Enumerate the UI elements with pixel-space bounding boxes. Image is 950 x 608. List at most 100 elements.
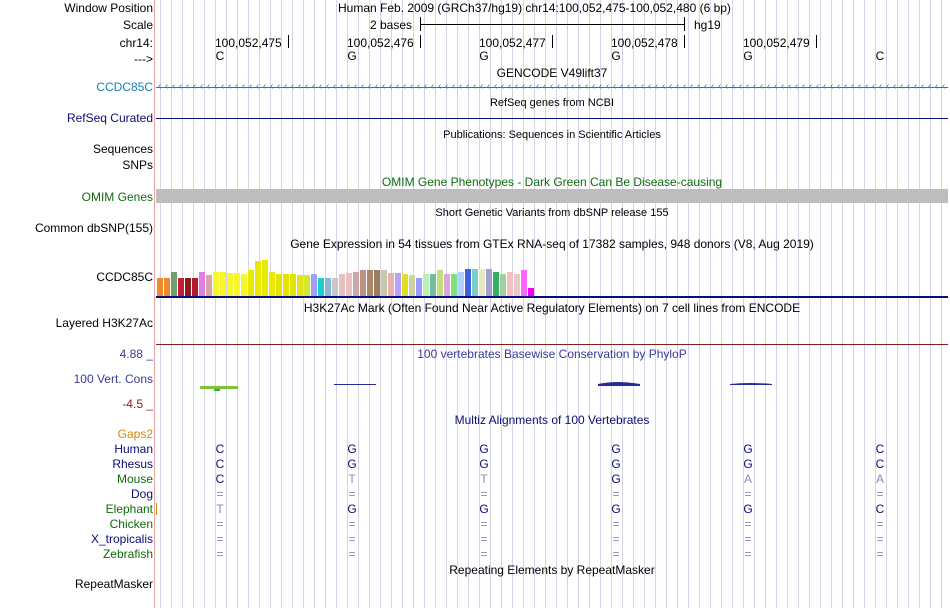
repeatmasker-track-title: Repeating Elements by RepeatMasker [449,563,655,577]
gtex-tissue-bar[interactable] [297,275,303,296]
alignment-base: G [611,472,621,486]
gtex-tissue-bar[interactable] [353,272,359,296]
gtex-tissue-bar[interactable] [444,274,450,296]
omim-phenotype-bar[interactable] [156,189,948,203]
gtex-tissue-bar[interactable] [199,272,205,296]
species-label[interactable]: Human [114,442,153,456]
gtex-tissue-bar[interactable] [171,272,177,296]
grid-line [875,0,876,608]
conservation-track-label[interactable]: 100 Vert. Cons [73,372,153,386]
sequences-track-label[interactable]: Sequences [92,142,153,156]
gtex-tissue-bar[interactable] [318,278,324,296]
species-label[interactable]: Elephant [105,502,153,516]
dbsnp-track-label[interactable]: Common dbSNP(155) [34,221,153,235]
gtex-tissue-bar[interactable] [451,274,457,296]
gtex-tissue-bar[interactable] [185,278,191,296]
gtex-tissue-bar[interactable] [395,273,401,296]
gtex-tissue-bar[interactable] [472,269,478,296]
gtex-tissue-bar[interactable] [290,274,296,296]
gtex-tissue-bar[interactable] [521,270,527,296]
grid-line [259,0,260,608]
strand-arrow-icon: ‹ [557,81,561,92]
gtex-tissue-bar[interactable] [423,274,429,296]
gtex-tissue-bar[interactable] [262,260,268,296]
gtex-tissue-bar[interactable] [367,270,373,296]
gencode-track-label[interactable]: CCDC85C [96,80,153,94]
gtex-tissue-bar[interactable] [255,261,261,296]
gtex-tissue-bar[interactable] [388,273,394,296]
gtex-tissue-bar[interactable] [269,272,275,296]
grid-line [600,0,601,608]
gtex-tissue-bar[interactable] [339,274,345,296]
species-label[interactable]: Zebrafish [102,547,153,561]
gtex-tissue-bar[interactable] [248,270,254,296]
grid-line [666,0,667,608]
gtex-tissue-bar[interactable] [507,272,513,296]
gtex-tissue-bar[interactable] [381,270,387,296]
gtex-tissue-bar[interactable] [220,272,226,296]
gtex-tissue-bar[interactable] [360,270,366,296]
gtex-tissue-bar[interactable] [192,278,198,296]
grid-line [699,0,700,608]
gtex-tissue-bar[interactable] [479,269,485,296]
gtex-tissue-bar[interactable] [332,278,338,296]
gtex-tissue-bar[interactable] [346,273,352,296]
species-label[interactable]: X_tropicalis [90,532,153,546]
gtex-tissue-bar[interactable] [374,270,380,296]
gtex-tissue-bar[interactable] [514,274,520,296]
gtex-tissue-bar[interactable] [304,275,310,296]
gtex-tissue-bar[interactable] [325,278,331,296]
gtex-tissue-bar[interactable] [241,274,247,296]
gtex-tissue-bar[interactable] [430,274,436,296]
strand-arrow-icon: ‹ [676,81,680,92]
gtex-tissue-bar[interactable] [486,269,492,296]
species-label[interactable]: Rhesus [112,457,153,471]
grid-line [611,0,612,608]
gtex-tissue-bar[interactable] [234,273,240,296]
gtex-tissue-bar[interactable] [493,272,499,296]
h3k27ac-track-label[interactable]: Layered H3K27Ac [55,316,153,330]
refseq-gene-line[interactable] [156,118,948,119]
gtex-tissue-bar[interactable] [437,270,443,296]
strand-arrow-icon: ‹ [620,81,624,92]
gtex-tissue-bar[interactable] [164,278,170,296]
label-column-border [154,0,155,608]
gtex-tissue-bar[interactable] [157,278,163,296]
species-label[interactable]: Mouse [116,472,153,486]
gtex-tissue-bar[interactable] [458,272,464,296]
strand-arrow-icon: ‹ [893,81,897,92]
gtex-tissue-bar[interactable] [276,274,282,296]
gtex-tissue-bar[interactable] [402,274,408,296]
gtex-tissue-bar[interactable] [416,278,422,296]
grid-line [358,0,359,608]
gtex-tissue-bar[interactable] [500,274,506,296]
refseq-track-label[interactable]: RefSeq Curated [66,111,153,125]
snps-track-label[interactable]: SNPs [122,158,153,172]
grid-line [842,0,843,608]
repeatmasker-track-label[interactable]: RepeatMasker [74,577,153,591]
gtex-tissue-bar[interactable] [528,288,534,296]
species-label[interactable]: Dog [130,487,153,501]
alignment-base: G [479,457,489,471]
species-label[interactable]: Chicken [109,517,153,531]
gtex-tissue-bar[interactable] [283,274,289,296]
omim-track-label[interactable]: OMIM Genes [81,190,153,204]
gtex-tissue-bar[interactable] [311,274,317,296]
grid-line [435,0,436,608]
grid-line [567,0,568,608]
gtex-expression-chart[interactable] [156,252,556,296]
scale-label: Scale [122,18,153,32]
gtex-tissue-bar[interactable] [227,273,233,296]
gtex-tissue-bar[interactable] [206,275,212,296]
gtex-tissue-bar[interactable] [178,278,184,296]
grid-line [468,0,469,608]
gaps-track-label[interactable]: Gaps2 [117,427,153,441]
gtex-tissue-bar[interactable] [465,269,471,296]
strand-arrow-icon: ‹ [781,81,785,92]
gtex-tissue-bar[interactable] [409,275,415,296]
gtex-track-label[interactable]: CCDC85C [96,270,153,284]
gtex-tissue-bar[interactable] [213,272,219,296]
gencode-transcript-arrows[interactable]: ‹ ‹ ‹ ‹ ‹ ‹ ‹ ‹ ‹ ‹ ‹ ‹ ‹ ‹ ‹ ‹ ‹ ‹ ‹ ‹ ‹ ‹ ‹ ‹ ‹ ‹ ‹ ‹ ‹ ‹ ‹ ‹ ‹ ‹ ‹ ‹ ‹ ‹ ‹ ‹… [156,81,948,95]
strand-arrow-icon: ‹ [235,81,239,92]
